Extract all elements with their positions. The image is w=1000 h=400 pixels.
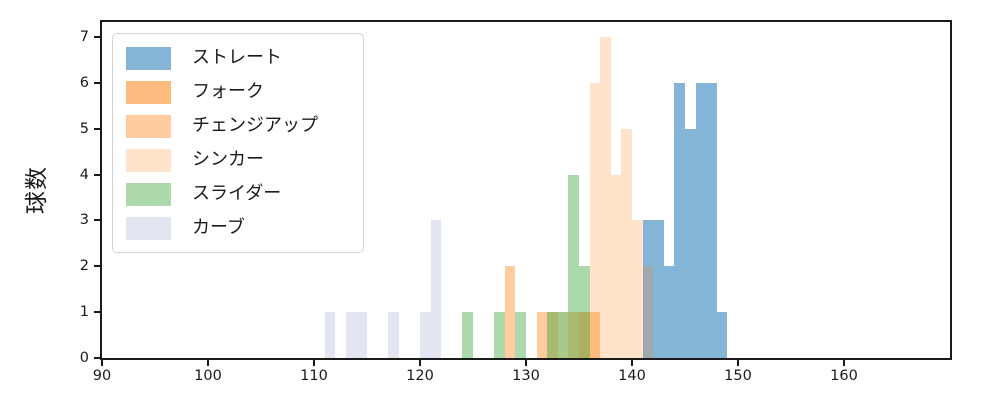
histogram-bar (547, 312, 558, 358)
histogram-bar (568, 174, 579, 358)
y-tick-mark (94, 173, 102, 176)
x-tick-mark (101, 358, 103, 366)
x-tick-label: 100 (194, 368, 222, 384)
legend-swatch (126, 148, 171, 172)
legend: ストレートフォークチェンジアップ シンカースライダーカーブ (112, 33, 364, 253)
y-tick-label: 0 (79, 349, 89, 366)
y-tick-mark (94, 127, 102, 130)
histogram-bar (547, 312, 558, 358)
y-tick-mark (94, 81, 102, 84)
x-tick-label: 130 (512, 368, 540, 384)
x-tick-label: 150 (724, 368, 752, 384)
legend-swatch (126, 46, 171, 70)
histogram-bar (706, 82, 717, 358)
legend-item-label: スライダー (192, 183, 282, 205)
histogram-bar (674, 82, 685, 358)
y-axis-label: 球数 (24, 166, 50, 214)
histogram-bar (695, 82, 707, 358)
histogram-bar (579, 312, 590, 358)
x-tick-mark (737, 358, 739, 366)
histogram-bar (504, 266, 516, 358)
y-tick-mark (94, 311, 102, 314)
x-tick-label: 140 (618, 368, 646, 384)
histogram-bar (642, 266, 654, 358)
histogram-bar (642, 220, 654, 358)
x-tick-mark (525, 358, 527, 366)
histogram-bar (610, 174, 622, 358)
histogram-bar (557, 312, 569, 358)
legend-swatch (126, 80, 171, 104)
legend-item: シンカー (113, 143, 363, 177)
y-tick-mark (94, 265, 102, 268)
histogram-bar (653, 220, 664, 358)
y-tick-label: 4 (79, 166, 89, 183)
y-tick-mark (94, 36, 102, 39)
histogram-bar (600, 37, 611, 358)
y-tick-label: 5 (79, 120, 89, 137)
x-tick-label: 160 (830, 368, 858, 384)
histogram-bar (568, 312, 579, 358)
legend-item-label: フォーク (192, 81, 264, 103)
histogram-bar (685, 128, 696, 358)
histogram-bar (557, 312, 569, 358)
legend-item: スライダー (113, 177, 363, 211)
histogram-bar (324, 312, 336, 358)
x-tick-mark (631, 358, 633, 366)
histogram-bar (716, 312, 728, 358)
histogram-bar (494, 312, 505, 358)
x-tick-mark (207, 358, 209, 366)
plot-area: ストレート フォーク チェンジアップ シンカー スライダー カーブ 90 100 110 120… (80, 20, 952, 383)
histogram-bar (515, 312, 526, 358)
y-tick-label: 3 (79, 212, 89, 229)
histogram-bar (632, 220, 643, 358)
histogram-bar (420, 312, 431, 358)
histogram-bar (356, 312, 367, 358)
y-tick-mark (94, 219, 102, 222)
y-tick-label: 7 (79, 28, 89, 45)
y-tick-label: 1 (79, 303, 89, 320)
x-tick-label: 120 (406, 368, 434, 384)
legend-item-label: シンカー (192, 149, 264, 171)
histogram-bar (579, 266, 590, 358)
histogram-bar (430, 220, 442, 358)
y-tick-label: 6 (79, 74, 89, 91)
histogram-bar (388, 312, 399, 358)
legend-item: チェンジアップ (113, 109, 363, 143)
legend-item-label: ストレート (192, 47, 282, 69)
legend-item: ストレート (113, 41, 363, 75)
y-tick-label: 2 (79, 258, 89, 275)
histogram-bar (345, 312, 357, 358)
x-tick-mark (419, 358, 421, 366)
x-tick-mark (843, 358, 845, 366)
legend-swatch (126, 182, 171, 206)
x-tick-label: 90 (92, 368, 112, 384)
histogram-bar (536, 312, 548, 358)
legend-swatch (126, 216, 171, 240)
legend-item-label: チェンジアップ (192, 115, 318, 137)
legend-item: カーブ (113, 211, 363, 245)
histogram-bar (621, 128, 632, 358)
histogram-bar (589, 82, 601, 358)
histogram-bar (589, 312, 601, 358)
histogram-bar (663, 266, 675, 358)
legend-item-label: カーブ (192, 217, 245, 239)
x-tick-mark (313, 358, 315, 366)
legend-swatch (126, 114, 171, 138)
x-tick-label: 110 (300, 368, 328, 384)
bars-layer (102, 22, 950, 358)
histogram-bar (462, 312, 473, 358)
legend-item: フォーク (113, 75, 363, 109)
y-tick-mark (94, 357, 102, 359)
